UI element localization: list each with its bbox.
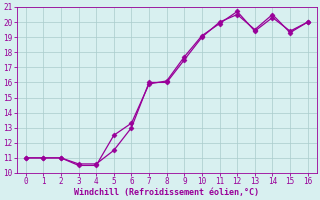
- X-axis label: Windchill (Refroidissement éolien,°C): Windchill (Refroidissement éolien,°C): [74, 188, 259, 197]
